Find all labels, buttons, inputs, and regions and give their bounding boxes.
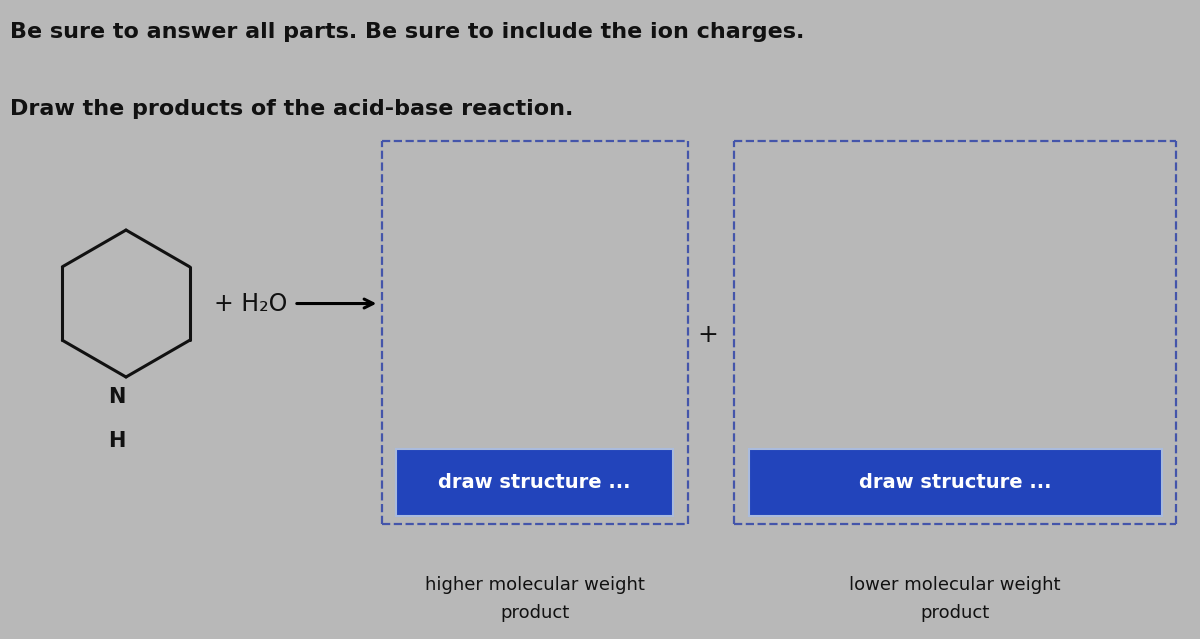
- Text: Be sure to answer all parts. Be sure to include the ion charges.: Be sure to answer all parts. Be sure to …: [10, 22, 804, 42]
- Text: lower molecular weight: lower molecular weight: [850, 576, 1061, 594]
- Text: product: product: [500, 604, 569, 622]
- FancyBboxPatch shape: [396, 449, 673, 516]
- FancyBboxPatch shape: [749, 449, 1162, 516]
- Text: Draw the products of the acid-base reaction.: Draw the products of the acid-base react…: [10, 99, 572, 119]
- Text: + H₂O: + H₂O: [214, 291, 287, 316]
- Text: higher molecular weight: higher molecular weight: [425, 576, 644, 594]
- Text: +: +: [697, 323, 719, 348]
- Text: H: H: [108, 431, 125, 451]
- Text: product: product: [920, 604, 990, 622]
- Text: N: N: [108, 387, 125, 406]
- Text: draw structure ...: draw structure ...: [859, 473, 1051, 492]
- Text: draw structure ...: draw structure ...: [438, 473, 631, 492]
